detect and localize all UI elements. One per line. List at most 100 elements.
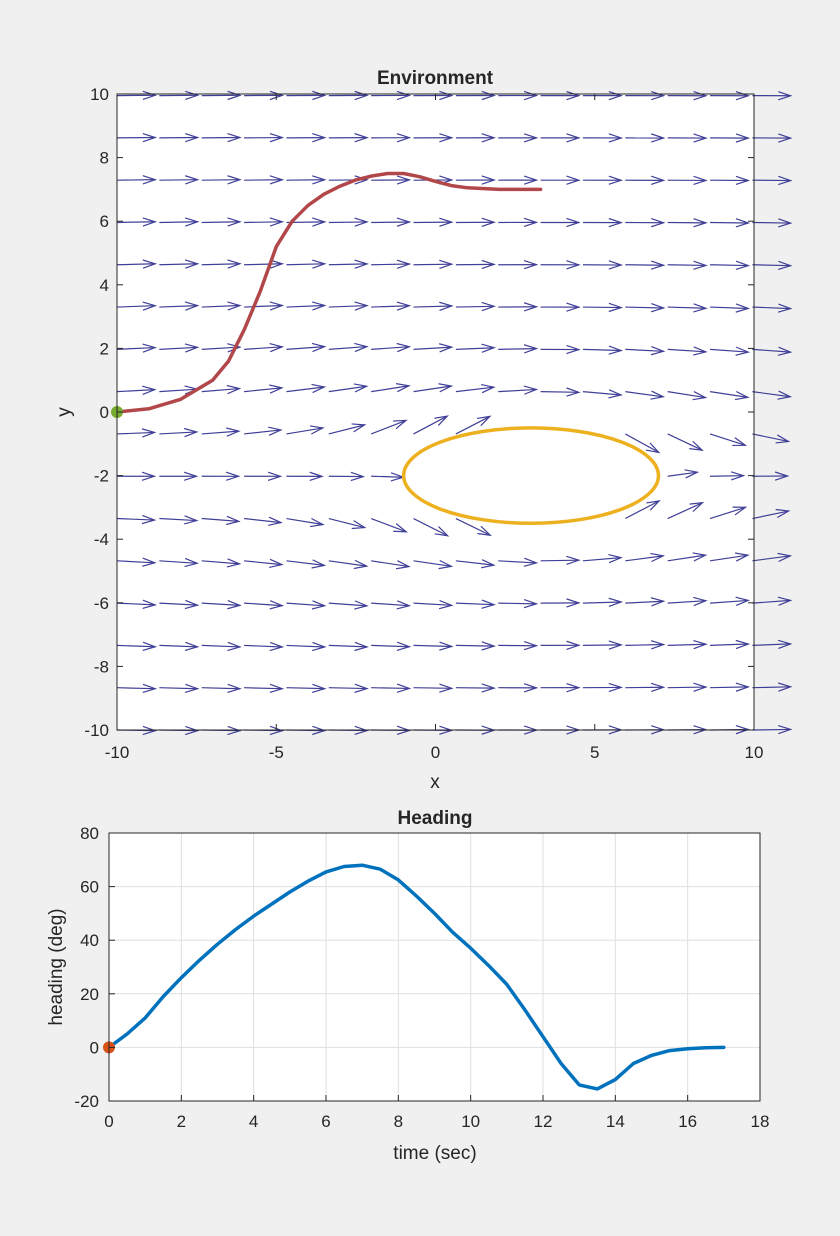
field-arrow xyxy=(498,560,537,564)
field-arrow-head xyxy=(269,217,285,227)
env-y-tick-label: 0 xyxy=(100,403,109,422)
env-y-tick-label: 2 xyxy=(100,339,109,358)
field-arrow xyxy=(709,391,748,398)
field-arrow xyxy=(625,643,664,647)
field-arrow xyxy=(201,517,239,522)
field-arrow-head xyxy=(309,471,324,481)
field-arrow-head xyxy=(185,175,200,185)
field-arrow-head xyxy=(141,471,157,481)
field-arrow-head xyxy=(523,640,539,651)
heading-y-tick-label: 60 xyxy=(80,878,99,897)
field-arrow-head xyxy=(608,217,624,228)
field-arrow-head xyxy=(396,217,412,227)
field-arrow-head xyxy=(778,724,793,735)
field-arrow-head xyxy=(142,175,158,185)
field-arrow xyxy=(159,560,198,564)
field-arrow xyxy=(710,599,749,604)
field-arrow-head xyxy=(311,383,327,394)
field-arrow-head xyxy=(777,390,793,400)
field-arrow-head xyxy=(523,385,539,395)
field-arrow-head xyxy=(396,133,412,143)
field-arrow-head xyxy=(184,343,200,353)
field-arrow-head xyxy=(226,384,242,395)
field-arrow-head xyxy=(351,520,367,530)
field-arrow xyxy=(159,346,198,350)
field-arrow-head xyxy=(396,560,411,570)
field-arrow xyxy=(244,644,283,648)
field-arrow-head xyxy=(268,516,283,526)
field-arrow xyxy=(201,687,240,690)
field-arrow-head xyxy=(434,415,450,426)
field-arrow-head xyxy=(566,555,581,566)
field-arrow-head xyxy=(269,600,285,610)
field-arrow-head xyxy=(142,132,158,143)
heading-y-tick-label: 0 xyxy=(90,1038,99,1057)
field-arrow-head xyxy=(566,217,581,228)
field-arrow-head xyxy=(650,346,666,356)
field-arrow-head xyxy=(311,559,327,569)
field-arrow xyxy=(286,263,325,266)
field-arrow xyxy=(244,602,283,607)
field-arrow xyxy=(667,264,706,267)
field-arrow-head xyxy=(566,260,581,270)
field-arrow-head xyxy=(312,725,327,736)
field-arrow-head xyxy=(693,346,708,356)
field-arrow-head xyxy=(396,383,411,393)
field-arrow xyxy=(752,510,789,520)
field-arrow xyxy=(413,415,448,435)
field-arrow-head xyxy=(477,525,492,537)
field-arrow xyxy=(286,427,323,435)
field-arrow-head xyxy=(481,133,497,143)
field-arrow xyxy=(667,502,703,520)
field-arrow-head xyxy=(311,301,327,311)
heading-x-tick-label: 8 xyxy=(394,1112,403,1131)
field-arrow-head xyxy=(142,343,157,353)
env-x-tick-label: 10 xyxy=(745,743,764,762)
field-arrow xyxy=(328,602,367,607)
field-arrow xyxy=(709,506,746,520)
field-arrow xyxy=(244,304,283,308)
field-arrow-head xyxy=(311,600,327,610)
field-arrow-head xyxy=(693,260,708,270)
field-arrow-head xyxy=(439,133,454,143)
field-arrow-head xyxy=(354,600,369,610)
env-y-tick-label: -10 xyxy=(84,721,109,740)
field-arrow-head xyxy=(650,260,666,270)
field-arrow xyxy=(286,560,325,567)
field-arrow xyxy=(159,517,197,522)
field-arrow-head xyxy=(227,90,242,101)
field-arrow-head xyxy=(393,523,409,533)
heading-y-ticks: -20 0 20 40 60 80 xyxy=(74,824,115,1111)
field-arrow-head xyxy=(645,442,661,454)
env-x-tick-label: -10 xyxy=(105,743,130,762)
field-arrow-head xyxy=(777,639,793,650)
field-arrow-head xyxy=(608,389,623,399)
field-arrow-head xyxy=(774,471,790,481)
heading-y-tick-label: 80 xyxy=(80,824,99,843)
heading-y-label: heading (deg) xyxy=(46,908,67,1025)
env-y-tick-label: 10 xyxy=(90,85,109,104)
field-arrow-head xyxy=(693,639,708,650)
heading-x-label: time (sec) xyxy=(393,1143,476,1164)
field-arrow-head xyxy=(354,133,369,143)
field-arrow-head xyxy=(650,640,666,650)
field-arrow-head xyxy=(651,90,666,101)
field-arrow-head xyxy=(396,90,412,101)
field-arrow-head xyxy=(650,175,666,185)
field-arrow-head xyxy=(692,552,708,562)
field-arrow xyxy=(370,419,407,435)
field-arrow-head xyxy=(523,175,539,185)
field-arrow xyxy=(413,305,452,308)
env-y-tick-label: -4 xyxy=(94,530,109,549)
field-arrow-head xyxy=(226,558,242,568)
field-arrow-head xyxy=(396,683,412,693)
field-arrow xyxy=(710,643,749,647)
field-arrow-head xyxy=(439,90,454,101)
field-arrow xyxy=(116,602,156,606)
field-arrow-head xyxy=(354,301,369,311)
field-arrow-head xyxy=(523,133,539,143)
field-arrow-head xyxy=(438,559,454,570)
field-arrow-head xyxy=(142,90,158,101)
field-arrow-head xyxy=(777,552,793,563)
field-arrow xyxy=(201,602,240,606)
